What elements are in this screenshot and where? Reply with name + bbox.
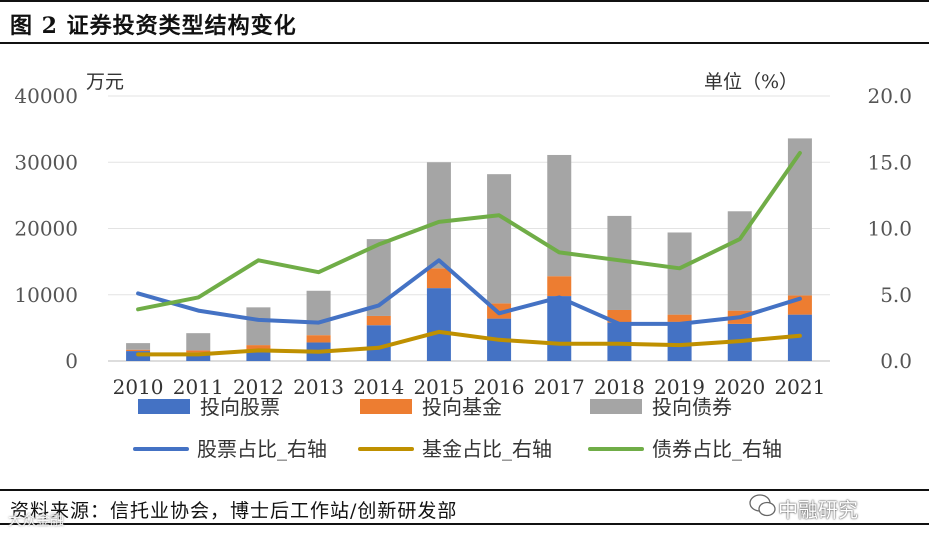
axis-labels: 0 10000 20000 30000 40000 0.0 5.0 10.0 15.0 20.0 2… (14, 84, 912, 399)
x-tick-label: 2011 (173, 375, 224, 399)
y-left-tick-label: 20000 (14, 217, 78, 241)
legend-label: 股票占比_右轴 (197, 437, 327, 461)
bar (426, 268, 451, 289)
bar (186, 352, 211, 361)
bar (426, 162, 451, 269)
bar (667, 314, 692, 322)
y-right-tick-label: 0.0 (880, 349, 912, 373)
legend-label: 基金占比_右轴 (422, 437, 552, 461)
y-right-tick-label: 10.0 (867, 217, 912, 241)
series-line (136, 151, 802, 312)
watermark: 大众金融 (8, 513, 64, 529)
right-axis-unit: 单位（%） (704, 71, 798, 93)
series-line (136, 329, 802, 357)
y-left-tick-label: 40000 (14, 84, 78, 108)
bar (126, 349, 151, 352)
x-tick-label: 2013 (293, 375, 344, 399)
title-bar: 图 2 证券投资类型结构变化 (0, 0, 929, 44)
x-tick-label: 2019 (654, 375, 705, 399)
x-tick-label: 2021 (774, 375, 825, 399)
y-left-tick-label: 0 (65, 349, 78, 373)
bar (186, 333, 211, 351)
legend-swatch (360, 399, 412, 414)
wechat-icon (748, 492, 778, 524)
gridlines (108, 95, 830, 362)
bar (366, 315, 391, 326)
bar (487, 174, 512, 304)
legend-label: 投向基金 (422, 395, 502, 419)
y-right-tick-label: 20.0 (867, 84, 912, 108)
x-tick-label: 2017 (534, 375, 585, 399)
legend-swatch (138, 399, 190, 414)
figure-title: 图 2 证券投资类型结构变化 (10, 13, 297, 39)
bar (426, 288, 451, 361)
x-tick-label: 2020 (714, 375, 765, 399)
bar (186, 350, 211, 353)
bar (366, 325, 391, 361)
bar (306, 335, 331, 343)
brand-name: 中融研究 (778, 498, 858, 522)
bar (547, 154, 572, 277)
left-axis-unit: 万元 (86, 71, 124, 93)
x-tick-label: 2014 (353, 375, 404, 399)
x-tick-label: 2018 (594, 375, 645, 399)
chart: 万元 单位（%） 0 10000 20000 30000 40000 0.0 5.0 10.0… (14, 71, 912, 461)
legend-swatch (590, 399, 642, 414)
bar (306, 290, 331, 336)
y-left-tick-label: 30000 (14, 150, 78, 174)
x-tick-label: 2010 (113, 375, 164, 399)
footer: 资料来源：信托业协会，博士后工作站/创新研发部 中融研究 (0, 489, 929, 525)
y-right-tick-label: 5.0 (880, 283, 912, 307)
bar (607, 322, 632, 361)
bars (126, 138, 812, 361)
legend-label: 债券占比_右轴 (652, 437, 782, 461)
y-right-tick-label: 15.0 (867, 150, 912, 174)
x-tick-label: 2016 (474, 375, 525, 399)
bar (126, 343, 151, 350)
bar (246, 351, 271, 361)
source-note: 资料来源：信托业协会，博士后工作站/创新研发部 (10, 500, 458, 522)
legend-label: 投向股票 (200, 395, 280, 419)
x-tick-label: 2015 (413, 375, 464, 399)
legend-label: 投向债券 (652, 395, 732, 419)
bar (547, 276, 572, 297)
bar (667, 321, 692, 361)
bar (547, 296, 572, 361)
y-left-tick-label: 10000 (14, 283, 78, 307)
series-line (136, 258, 802, 326)
bar (667, 232, 692, 315)
bar (246, 307, 271, 346)
lines (136, 151, 802, 357)
x-tick-label: 2012 (233, 375, 284, 399)
